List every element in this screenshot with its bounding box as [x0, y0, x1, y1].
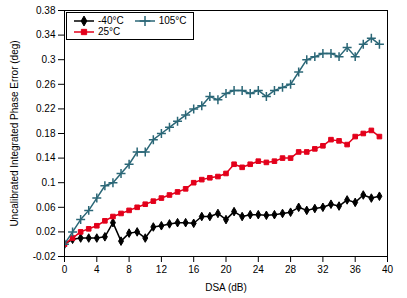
svg-text:36: 36 [350, 264, 362, 275]
svg-text:12: 12 [156, 264, 168, 275]
svg-text:0.22: 0.22 [36, 103, 56, 114]
svg-text:Uncalibrated Integrated Phase: Uncalibrated Integrated Phase Error (deg… [9, 40, 20, 226]
svg-text:4: 4 [94, 264, 100, 275]
svg-text:32: 32 [317, 264, 329, 275]
svg-text:0.38: 0.38 [36, 5, 56, 16]
svg-text:8: 8 [126, 264, 132, 275]
svg-text:28: 28 [285, 264, 297, 275]
svg-text:0.1: 0.1 [42, 177, 56, 188]
svg-text:0.34: 0.34 [36, 29, 56, 40]
svg-text:-0.02: -0.02 [33, 251, 56, 262]
svg-text:40: 40 [382, 264, 394, 275]
svg-text:0.26: 0.26 [36, 79, 56, 90]
html-text:-40°C: -40°C [98, 15, 124, 26]
svg-text:0: 0 [62, 264, 68, 275]
svg-text:0.02: 0.02 [36, 226, 56, 237]
svg-text:16: 16 [188, 264, 200, 275]
svg-text:24: 24 [253, 264, 265, 275]
svg-text:0.06: 0.06 [36, 202, 56, 213]
html-text:105°C: 105°C [158, 15, 187, 26]
svg-text:0.14: 0.14 [36, 152, 56, 163]
svg-text:DSA (dB): DSA (dB) [205, 282, 247, 293]
svg-text:0.18: 0.18 [36, 128, 56, 139]
svg-text:20: 20 [220, 264, 232, 275]
svg-text:0.3: 0.3 [42, 54, 56, 65]
html-text:25°C: 25°C [98, 26, 121, 37]
